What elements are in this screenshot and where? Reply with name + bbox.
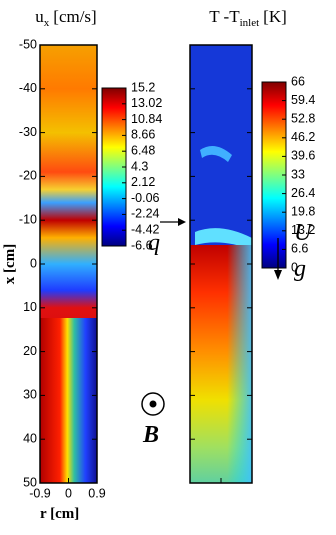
y-tick-label: 20 <box>23 344 37 358</box>
colorbar-tick-label: 10.84 <box>131 112 162 126</box>
y-tick-label: -10 <box>19 212 37 226</box>
y-axis-label: x [cm] <box>2 244 18 284</box>
colorbar-tick-label: 4.3 <box>131 159 148 173</box>
arrowhead <box>178 218 186 226</box>
y-tick-label: -40 <box>19 81 37 95</box>
colorbar-tick-label: 46.2 <box>291 130 315 144</box>
x-tick-label: 0 <box>65 486 72 500</box>
y-tick-label: -50 <box>19 37 37 51</box>
colorbar-tick-label: 66 <box>291 74 305 88</box>
colorbar-tick-label: 39.6 <box>291 149 315 163</box>
colorbar-tick-label: 19.8 <box>291 204 315 218</box>
colorbar-tick-label: 15.2 <box>131 80 155 94</box>
annotation-g: g <box>294 256 306 282</box>
panel-title: ux [cm/s] <box>35 7 96 29</box>
colorbar-tick-label: 13.02 <box>131 96 162 110</box>
title-unit: [K] <box>263 7 287 26</box>
colorbar-tick-label: 6.6 <box>291 242 308 256</box>
colorbar-tick-label: -2.24 <box>131 207 160 221</box>
contour-streak <box>195 228 252 250</box>
y-tick-label: -20 <box>19 169 37 183</box>
title-sub: inlet <box>240 17 260 29</box>
x-tick-label: 0.9 <box>88 486 105 500</box>
contour-ux-lower <box>40 318 97 483</box>
y-tick-label: -30 <box>19 125 37 139</box>
y-tick-label: 30 <box>23 388 37 402</box>
colorbar-tick-label: -0.06 <box>131 191 160 205</box>
title-main: u <box>35 7 44 26</box>
x-axis-label: r [cm] <box>40 506 79 522</box>
contour-streak <box>200 146 232 162</box>
annotation-q: q <box>148 230 160 256</box>
colorbar-tick-label: 52.8 <box>291 111 315 125</box>
y-tick-label: 0 <box>30 256 37 270</box>
y-tick-label: 40 <box>23 431 37 445</box>
colorbar-tick-label: -4.42 <box>131 222 160 236</box>
colorbar-tick-label: 13.2 <box>291 223 315 237</box>
annotation-B: B <box>142 422 159 448</box>
y-tick-label: 50 <box>23 475 37 489</box>
panel-title: T -Tinlet [K] <box>209 7 287 29</box>
colorbar-tick-label: -6.6 <box>131 238 153 252</box>
arrowhead <box>274 270 282 280</box>
colorbar-tick-label: 0 <box>291 260 298 274</box>
annotation-U: U <box>294 220 313 246</box>
colorbar-tick-label: 2.12 <box>131 175 155 189</box>
b-field-symbol <box>141 392 165 416</box>
colorbar-tick-label: 26.4 <box>291 186 315 200</box>
colorbar-tick-label: 59.4 <box>291 93 315 107</box>
colorbar-tick-label: 33 <box>291 167 305 181</box>
y-tick-label: 10 <box>23 300 37 314</box>
colorbar-tick-label: 6.48 <box>131 143 155 157</box>
colorbar-tick-label: 8.66 <box>131 128 155 142</box>
title-main: T -T <box>209 7 240 26</box>
b-field-dot <box>149 400 157 408</box>
title-sub: x <box>44 17 50 29</box>
contour-temp-edge <box>190 245 252 483</box>
title-unit: [cm/s] <box>53 7 96 26</box>
x-tick-label: -0.9 <box>29 486 51 500</box>
